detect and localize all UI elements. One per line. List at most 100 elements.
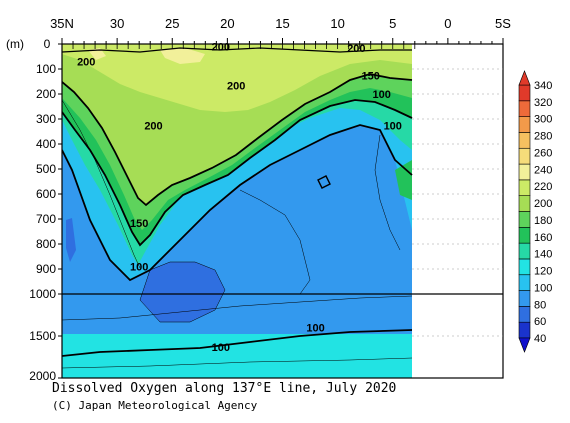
colorbar-tick-label: 340 — [534, 80, 552, 92]
contour-label: 200 — [227, 80, 245, 92]
contour-200 — [62, 73, 413, 207]
x-tick-label: 5S — [495, 16, 511, 31]
colorbar-segment — [518, 306, 531, 323]
contour-label: 200 — [212, 42, 230, 54]
colorbar-tick-label: 100 — [534, 282, 552, 294]
equatorial-feature — [395, 160, 412, 200]
contour-60 — [139, 261, 226, 323]
contour-200-surface — [62, 47, 412, 53]
mid-depth-blue — [62, 125, 412, 294]
colorbar-segment — [518, 227, 531, 244]
colorbar-segment — [518, 258, 531, 276]
colorbar-tick-label: 160 — [534, 232, 552, 244]
colorbar-segment — [518, 147, 531, 165]
colorbar-tick-label: 300 — [534, 114, 552, 126]
band-220-240-patch — [160, 48, 205, 64]
colorbar-tick-label: 40 — [534, 333, 546, 345]
contour-thin-deep — [62, 295, 413, 321]
y-tick-label: 500 — [36, 162, 56, 176]
y-tick-label: 0 — [44, 37, 51, 51]
colorbar-tick-label: 320 — [534, 97, 552, 109]
y-tick-label: 700 — [36, 212, 56, 226]
y-axis: 0 100 200 300 400 500 600 700 800 900 1000 1500 2000 — [29, 37, 62, 383]
contour-150 — [62, 99, 413, 247]
colorbar-segment — [518, 274, 531, 291]
colorbar-segment — [518, 290, 531, 307]
contour-100-lower — [62, 329, 413, 357]
contour-thin-south — [374, 134, 401, 251]
colorbar-tick-label: 80 — [534, 299, 546, 311]
y-tick-label: 1000 — [29, 287, 56, 301]
deep-band-low — [62, 294, 412, 334]
colorbar-min-arrow — [518, 337, 531, 353]
x-tick-label: 15 — [275, 16, 289, 31]
colorbar-tick-label: 220 — [534, 181, 552, 193]
colorbar-segment — [518, 242, 531, 260]
colorbar-tick-label: 140 — [534, 249, 552, 261]
gridlines — [412, 68, 503, 337]
y-unit-label: (m) — [6, 37, 24, 51]
y-tick-label: 1500 — [29, 329, 56, 343]
y-tick-label: 900 — [36, 262, 56, 276]
colorbar-segment — [518, 100, 531, 117]
colorbar-max-arrow — [518, 70, 531, 86]
station-markers — [72, 44, 416, 49]
x-tick-label: 30 — [110, 16, 124, 31]
contour-label: 100 — [384, 120, 402, 132]
colorbar: 40 60 80 100 120 140 160 180 200 220 240 260 280 300 3… — [518, 70, 552, 353]
y-tick-label: 800 — [36, 237, 56, 251]
colorbar-tick-label: 280 — [534, 131, 552, 143]
x-tick-label: 20 — [220, 16, 234, 31]
chart-title: Dissolved Oxygen along 137°E line, July … — [52, 381, 397, 396]
band-220-240-patch-2 — [88, 48, 106, 60]
contour-label: 200 — [144, 120, 162, 132]
y-tick-label: 100 — [36, 62, 56, 76]
contour-label: 150 — [362, 70, 380, 82]
contour-thin-north — [62, 99, 141, 269]
x-tick-label: 10 — [330, 16, 344, 31]
colorbar-segment — [518, 163, 531, 181]
oxygen-field — [62, 44, 413, 378]
contour-label: 150 — [130, 218, 148, 230]
contour-thin-bottom — [62, 357, 413, 369]
colorbar-segment — [518, 211, 531, 228]
colorbar-segment — [518, 321, 531, 339]
chart-credit: (C) Japan Meteorological Agency — [52, 399, 258, 412]
contour-label: 100 — [373, 89, 391, 101]
y-tick-label: 2000 — [29, 369, 56, 383]
contour-100-upper — [62, 124, 413, 282]
y-tick-label: 600 — [36, 187, 56, 201]
band-200-220 — [62, 44, 412, 112]
oxygen-minimum-core — [140, 262, 225, 322]
colorbar-segment — [518, 195, 531, 212]
colorbar-tick-label: 120 — [534, 266, 552, 278]
contour-label: 200 — [347, 43, 365, 55]
colorbar-tick-label: 260 — [534, 147, 552, 159]
deep-band-bottom — [62, 334, 412, 378]
contour-small-eddy — [317, 175, 331, 189]
x-tick-label: 35N — [50, 16, 74, 31]
y-tick-label: 300 — [36, 112, 56, 126]
x-axis: 35N 30 25 20 15 10 5 0 5S — [50, 16, 511, 44]
contour-labels: 200 200 200 200 200 150 100 100 150 100 100 100 — [77, 42, 402, 354]
colorbar-segment — [518, 116, 531, 133]
y-tick-label: 200 — [36, 87, 56, 101]
colorbar-segment — [518, 132, 531, 149]
x-tick-label: 25 — [165, 16, 179, 31]
colorbar-tick-label: 200 — [534, 198, 552, 210]
contour-label: 100 — [212, 342, 230, 354]
y-tick-label: 400 — [36, 137, 56, 151]
colorbar-segment — [518, 84, 531, 102]
contour-thin-mid — [239, 189, 311, 295]
x-tick-label: 0 — [444, 16, 451, 31]
contour-label: 100 — [130, 262, 148, 274]
contour-label: 100 — [306, 323, 324, 335]
colorbar-tick-label: 180 — [534, 215, 552, 227]
colorbar-segment — [518, 179, 531, 196]
contour-label: 200 — [77, 57, 95, 69]
x-tick-label: 5 — [389, 16, 396, 31]
oxygen-minimum-patch — [66, 218, 76, 262]
colorbar-tick-label: 240 — [534, 164, 552, 176]
colorbar-tick-label: 60 — [534, 316, 546, 328]
